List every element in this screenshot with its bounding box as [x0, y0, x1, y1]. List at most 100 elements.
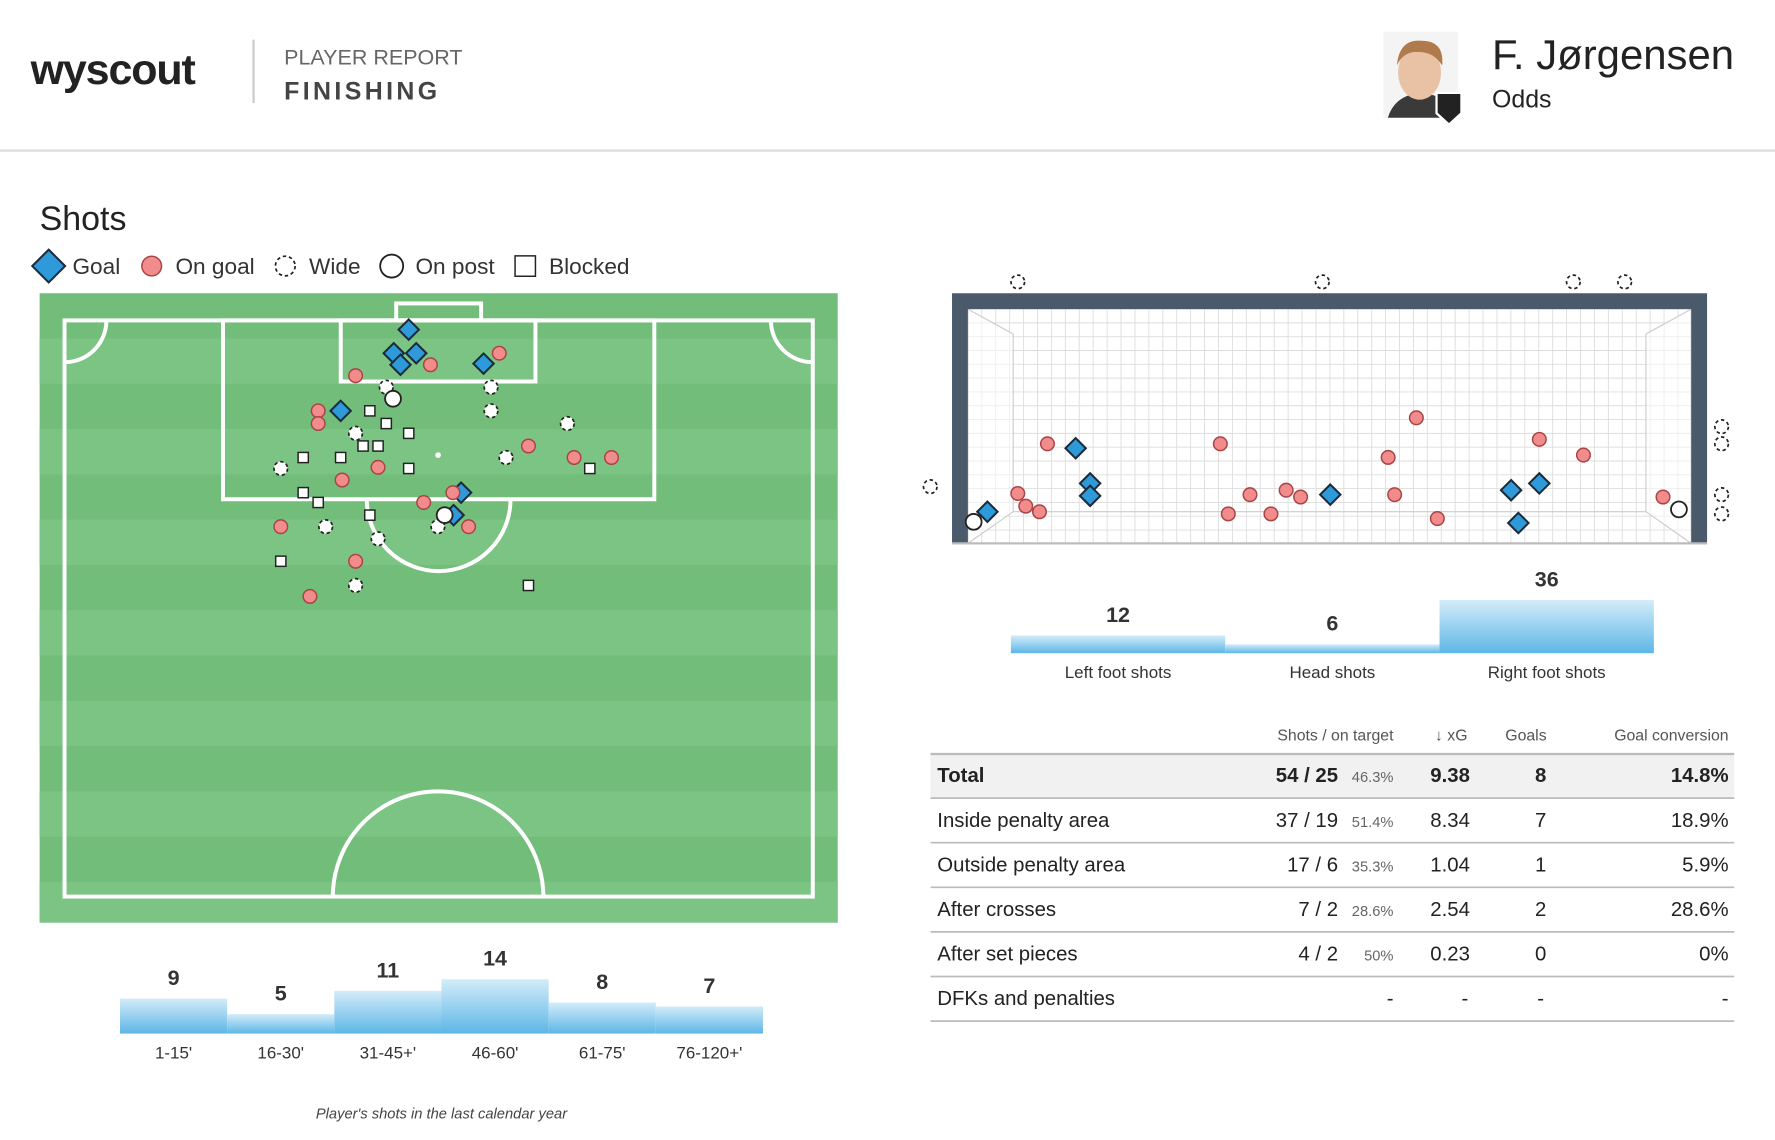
pitch-stripe: [39, 338, 838, 384]
blocked-marker: [380, 417, 393, 430]
on-goal-marker: [1408, 410, 1424, 426]
goal-view: [952, 293, 1708, 545]
wide-marker: [483, 379, 499, 395]
blocked-marker: [514, 255, 537, 277]
goal-marker: [404, 341, 428, 365]
on-goal-marker: [1293, 489, 1309, 505]
cell-shots: -: [1387, 988, 1394, 1010]
team-name: Odds: [1492, 86, 1552, 114]
on-goal-marker: [461, 519, 477, 535]
cell-pct: 51.4%: [1352, 815, 1394, 831]
wide-marker: [347, 425, 364, 441]
legend-label: On goal: [175, 254, 254, 279]
legend-label: On post: [415, 254, 495, 279]
blocked-marker: [522, 579, 535, 592]
goal-marker: [388, 353, 413, 377]
row-label: Inside penalty area: [937, 810, 1110, 832]
cell-goals: 7: [1535, 810, 1546, 832]
on-goal-marker: [1380, 449, 1396, 465]
bar-category: 46-60': [472, 1043, 519, 1062]
section-title: Shots: [40, 200, 127, 238]
on-goal-marker: [491, 345, 507, 361]
on-goal-marker: [1575, 447, 1591, 463]
blocked-marker: [402, 427, 415, 440]
bar: [441, 979, 549, 1034]
column-header: Goal conversion: [1614, 727, 1728, 744]
legend-label: Wide: [309, 254, 361, 279]
bar-category: 16-30': [257, 1043, 304, 1062]
bar: [1439, 599, 1654, 654]
wide-marker: [1713, 419, 1730, 435]
on-goal-marker: [1263, 506, 1279, 522]
cell-shots: 54 / 25: [1276, 765, 1338, 787]
legend-label: Goal: [72, 254, 120, 279]
blocked-marker: [312, 496, 325, 509]
cell-shots: 37 / 19: [1276, 810, 1338, 832]
bar: [334, 990, 442, 1034]
caption: Player's shots in the last calendar year: [316, 1106, 568, 1122]
total-row-bg: [930, 753, 1735, 799]
blocked-marker: [334, 451, 347, 464]
bar-category: 61-75': [579, 1043, 626, 1062]
wide-marker: [1314, 274, 1330, 290]
wide-marker: [483, 403, 499, 419]
wide-marker: [273, 460, 289, 477]
wide-marker: [1565, 274, 1581, 290]
cell-pct: 28.6%: [1352, 904, 1394, 920]
cell-shots: 4 / 2: [1298, 944, 1338, 966]
penalty-arc: [364, 499, 513, 574]
row-label: Outside penalty area: [937, 854, 1126, 876]
on-goal-marker: [1039, 436, 1055, 452]
on-goal-marker: [603, 449, 620, 466]
cell-goals: -: [1537, 988, 1544, 1010]
goal-marker: [329, 399, 353, 423]
cell-pct: 50%: [1364, 949, 1393, 965]
column-header: Shots / on target: [1277, 727, 1394, 744]
bar-category: 31-45+': [360, 1043, 417, 1062]
goal-marker: [1499, 478, 1523, 502]
cell-shots: 7 / 2: [1298, 899, 1338, 921]
pitch-stripe: [39, 610, 838, 656]
on-goal-marker: [1242, 487, 1258, 503]
bar: [227, 1014, 335, 1034]
cell-xg: 1.04: [1430, 854, 1470, 876]
row-label: DFKs and penalties: [937, 988, 1115, 1010]
bar-category: 76-120+': [676, 1043, 742, 1062]
bar-value: 14: [483, 947, 507, 971]
goal-marker: [975, 500, 1000, 524]
on-goal-marker: [422, 357, 438, 373]
goal-marker: [471, 351, 496, 376]
player-name: F. Jørgensen: [1492, 31, 1734, 78]
cell-conversion: 0%: [1699, 944, 1728, 966]
cell-conversion: -: [1722, 988, 1729, 1010]
row-label: After crosses: [937, 899, 1056, 921]
legend-label: Blocked: [549, 254, 630, 279]
goal-frame: [394, 301, 484, 323]
goal-marker: [1078, 484, 1102, 508]
pitch-stripe: [39, 700, 838, 747]
bar-category: Right foot shots: [1488, 663, 1606, 682]
bar: [548, 1002, 656, 1034]
blocked-marker: [297, 451, 310, 464]
blocked-marker: [583, 462, 596, 475]
wide-marker: [1713, 506, 1730, 522]
bar-value: 5: [275, 982, 287, 1006]
row-label: Total: [937, 765, 984, 787]
logo: wyscout: [30, 46, 196, 94]
legend: Goal On goal Wide On post Blocked: [30, 248, 630, 284]
on-goal-marker: [445, 485, 461, 501]
on-goal-marker: [1387, 487, 1403, 503]
blocked-marker: [297, 486, 310, 499]
on-goal-marker: [141, 255, 163, 277]
blocked-marker: [372, 440, 384, 452]
wide-marker: [318, 519, 334, 535]
bar: [1225, 644, 1440, 654]
wide-marker: [498, 449, 514, 466]
cell-conversion: 18.9%: [1671, 810, 1729, 832]
on-goal-marker: [1220, 506, 1236, 522]
goal-marker: [1506, 511, 1530, 535]
bar-value: 36: [1535, 567, 1559, 591]
wide-marker: [1010, 274, 1026, 290]
report-label: PLAYER REPORT: [284, 46, 462, 70]
